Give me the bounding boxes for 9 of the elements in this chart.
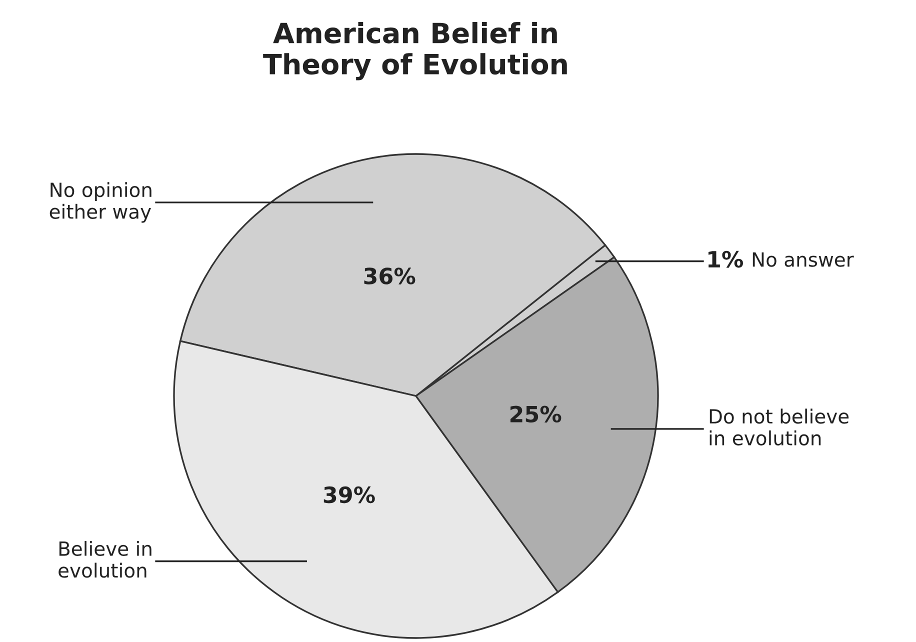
data-label: 25% bbox=[510, 406, 562, 423]
data-label: 36% bbox=[364, 268, 416, 284]
slice-label: No answer bbox=[752, 252, 854, 267]
slice-label: Do not believe in evolution bbox=[710, 408, 849, 446]
slice-label: Believe in evolution bbox=[58, 540, 152, 578]
data-label: 1% bbox=[708, 250, 744, 268]
slice-label: No opinion either way bbox=[50, 182, 152, 223]
data-label: 39% bbox=[324, 486, 375, 504]
chart-title: American Belief in Theory of Evolution bbox=[263, 22, 567, 80]
